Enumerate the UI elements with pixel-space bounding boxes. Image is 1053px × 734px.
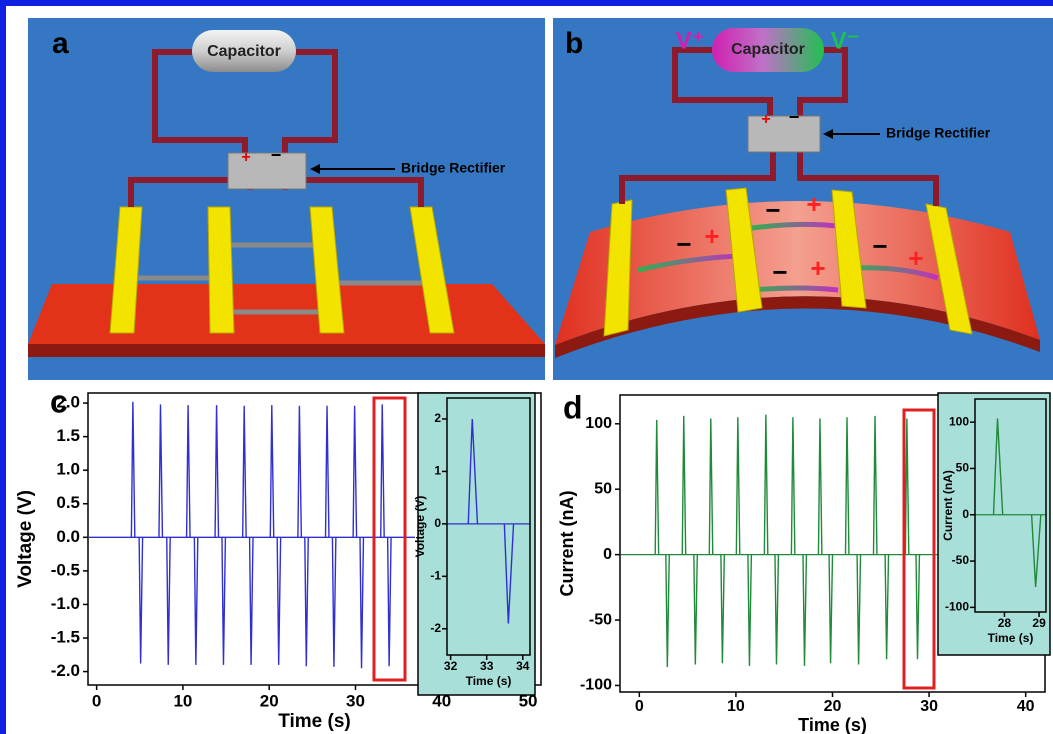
sign: − [789,107,800,127]
y-axis-label: Voltage (V) [15,490,36,588]
y-tick-label: -1.5 [51,627,80,646]
y-tick-label: -100 [945,600,969,614]
sign: + [761,111,770,128]
x-tick-label: 29 [1032,616,1046,630]
sign: + [241,149,250,166]
x-tick-label: 10 [727,698,745,715]
figure: a Capacitor Bridge Rectifier + − b Capac… [0,0,1053,734]
rectifier [748,116,820,152]
rectifier [228,153,306,189]
charge: + [810,253,825,283]
charge: − [765,195,780,225]
x-axis-label: Time (s) [466,674,512,688]
y-axis-label: Current (nA) [557,491,577,597]
v-plus: V⁺ [676,27,705,54]
panel-label: c [50,383,68,419]
y-tick-label: -50 [589,611,612,628]
y-axis-label: Voltage (V) [413,496,427,558]
substrate-edge [28,344,545,357]
charge: + [806,189,821,219]
x-tick-label: 0 [92,691,101,710]
y-tick-label: 0 [962,507,969,521]
y-tick-label: 2 [434,411,441,425]
capacitor-label: Capacitor [731,41,805,58]
sign: − [271,145,282,165]
border [0,0,1053,6]
y-tick-label: 0 [603,546,612,563]
x-tick-label: 32 [444,659,458,673]
charge: + [704,221,719,251]
panel-label: d [563,389,583,425]
charge: − [872,231,887,261]
x-tick-label: 20 [824,698,842,715]
y-tick-label: 50 [956,461,970,475]
y-tick-label: -0.5 [51,560,80,579]
y-tick-label: -2 [430,621,441,635]
border [0,0,6,734]
charge: − [772,257,787,287]
charge: − [676,229,691,259]
x-tick-label: 30 [346,691,365,710]
x-axis-label: Time (s) [798,715,867,734]
chart: 100 50 0 -50 -100 28 29Time (s) Current (nA) [938,393,1050,655]
x-tick-label: 0 [635,698,644,715]
y-tick-label: 100 [949,414,969,428]
y-tick-label: 1.5 [56,426,80,445]
x-tick-label: 30 [920,698,938,715]
x-tick-label: 33 [480,659,494,673]
y-tick-label: 100 [585,415,612,432]
capacitor-label: Capacitor [207,43,281,60]
x-tick-label: 34 [516,659,530,673]
x-tick-label: 40 [1017,698,1035,715]
y-tick-label: -1 [430,568,441,582]
charge: + [908,243,923,273]
y-tick-label: 1.0 [56,460,80,479]
y-tick-label: 0.5 [56,493,80,512]
rectifier-label: Bridge Rectifier [401,160,506,176]
x-tick-label: 20 [260,691,279,710]
rectifier-label: Bridge Rectifier [886,125,991,141]
x-axis-label: Time (s) [278,711,351,732]
y-axis-label: Current (nA) [941,470,955,541]
y-tick-label: -1.0 [51,594,80,613]
panel-b: b Capacitor Bridge Rectifier V⁺ V⁻ + − −… [553,18,1053,380]
y-tick-label: -2.0 [51,661,80,680]
y-tick-label: 1 [434,464,441,478]
y-tick-label: -50 [952,553,970,567]
v-minus: V⁻ [831,27,860,54]
inset-background [418,393,535,695]
x-tick-label: 28 [998,616,1012,630]
y-tick-label: 50 [594,480,612,497]
x-tick-label: 10 [173,691,192,710]
path [752,288,838,290]
y-tick-label: 0 [434,516,441,530]
y-tick-label: -100 [580,677,612,694]
x-axis-label: Time (s) [988,631,1034,645]
chart: 2 1 0 -1 -2 32 33 34 Time (s) Voltage (V) [413,393,535,695]
panel-label: a [52,27,69,60]
y-tick-label: 0.0 [56,527,80,546]
panel-label: b [565,27,583,60]
panel-a: a Capacitor Bridge Rectifier + − [28,18,545,380]
polygon [208,207,234,333]
